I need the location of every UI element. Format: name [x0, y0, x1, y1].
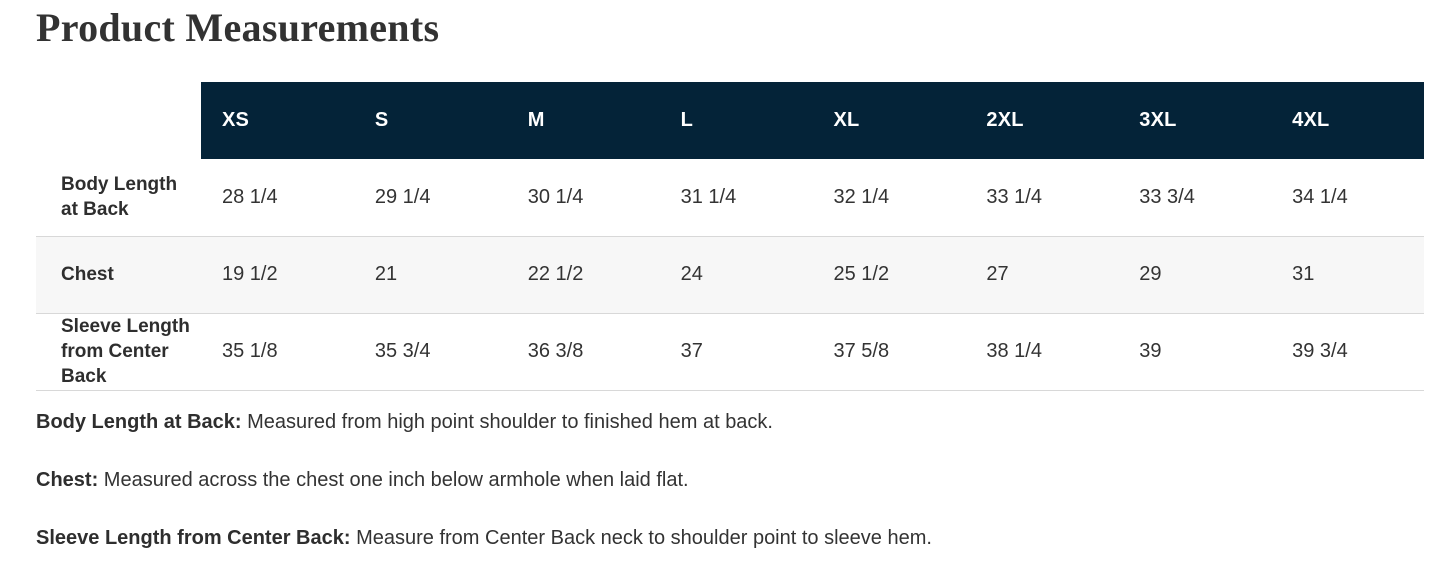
footnote-definition: Measured across the chest one inch below… [103, 468, 689, 491]
footnote-term: Chest: [36, 468, 99, 491]
measurement-cell: 35 3/4 [374, 340, 431, 362]
measurement-cell: 31 [1292, 263, 1315, 285]
page-title: Product Measurements [36, 5, 440, 50]
measurement-cell: 36 3/8 [527, 340, 584, 362]
measurement-cell: 37 5/8 [833, 340, 890, 362]
measurement-cell: 24 [680, 263, 703, 285]
footnote-definition: Measured from high point shoulder to fin… [247, 410, 773, 433]
product-measurements-section: Product Measurements XS S M L XL 2XL 3XL… [36, 5, 1424, 550]
measurement-cell: 33 1/4 [986, 185, 1042, 208]
measurement-cell: 37 [680, 340, 703, 362]
footnote-term: Sleeve Length from Center Back: [36, 526, 351, 549]
row-label-chest: Chest [61, 264, 114, 285]
footnote-body-length: Body Length at Back: Measured from high … [36, 410, 1424, 434]
footnote-term: Body Length at Back: [36, 410, 242, 433]
measurement-cell: 33 3/4 [1139, 185, 1195, 208]
measurement-cell: 29 [1139, 263, 1162, 285]
size-column-header-3xl: 3XL [1118, 82, 1272, 159]
size-column-header-2xl: 2XL [965, 82, 1119, 159]
measurement-cell: 25 1/2 [833, 263, 890, 285]
measurement-definitions: Body Length at Back: Measured from high … [36, 410, 1424, 550]
measurement-cell: 27 [986, 263, 1009, 285]
size-column-header-l: L [659, 82, 813, 159]
measurement-cell: 21 [374, 263, 398, 285]
measurement-cell: 39 [1139, 340, 1162, 362]
table-row-sleeve-length: Sleeve Length from Center Back 35 1/8 35… [36, 313, 1424, 390]
size-column-header-s: S [353, 82, 507, 159]
size-header-row: XS S M L XL 2XL 3XL 4XL [36, 82, 1424, 159]
measurement-cell: 31 1/4 [680, 185, 737, 208]
measurement-cell: 38 1/4 [986, 340, 1042, 362]
measurement-cell: 35 1/8 [222, 340, 278, 362]
measurement-cell: 29 1/4 [374, 185, 431, 208]
measurement-cell: 19 1/2 [222, 263, 278, 285]
measurement-cell: 30 1/4 [527, 185, 584, 208]
measurement-cell: 34 1/4 [1292, 185, 1348, 208]
measurement-cell: 32 1/4 [833, 185, 890, 208]
measurement-cell: 28 1/4 [222, 185, 278, 208]
row-label-body-length: Body Length at Back [61, 174, 178, 221]
table-corner-cell [36, 82, 201, 159]
footnote-definition: Measure from Center Back neck to shoulde… [356, 526, 932, 549]
measurement-cell: 22 1/2 [527, 263, 584, 285]
size-column-header-xs: XS [201, 82, 354, 159]
measurements-table: XS S M L XL 2XL 3XL 4XL Body Length at B… [36, 82, 1424, 391]
footnote-chest: Chest: Measured across the chest one inc… [36, 468, 1424, 492]
footnote-sleeve-length: Sleeve Length from Center Back: Measure … [36, 526, 1424, 550]
table-row-body-length: Body Length at Back 28 1/4 29 1/4 30 1/4… [36, 159, 1424, 236]
row-label-sleeve-length: Sleeve Length from Center Back [61, 316, 190, 387]
size-column-header-xl: XL [812, 82, 966, 159]
size-column-header-m: M [506, 82, 660, 159]
table-row-chest: Chest 19 1/2 21 22 1/2 24 25 1/2 27 29 3… [36, 236, 1424, 313]
measurement-cell: 39 3/4 [1292, 340, 1348, 362]
size-column-header-4xl: 4XL [1271, 82, 1424, 159]
